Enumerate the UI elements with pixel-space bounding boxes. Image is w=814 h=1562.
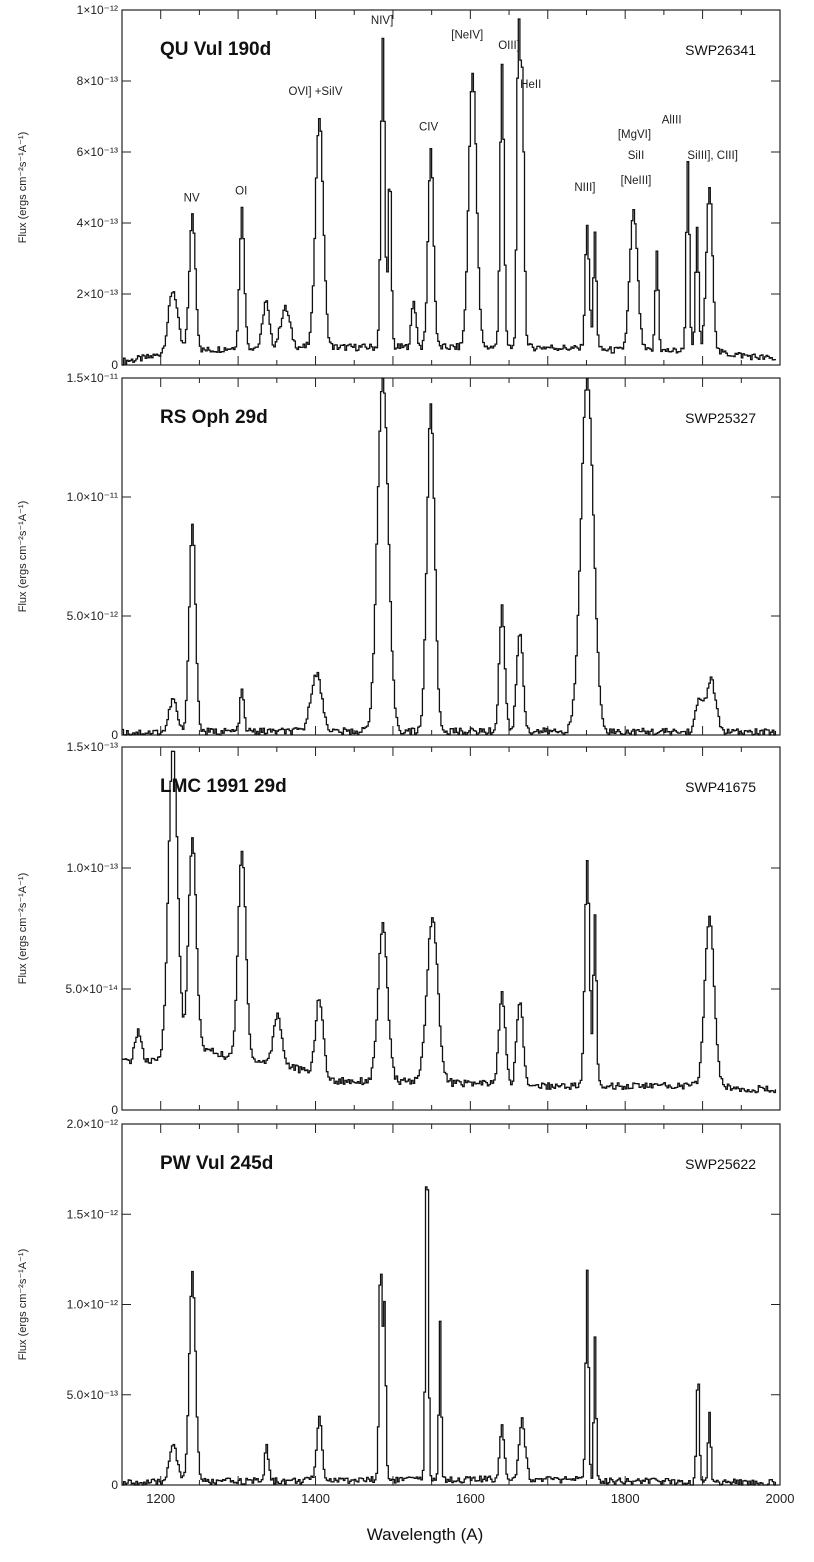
spectrum-id-label: SWP25622 <box>685 1156 756 1172</box>
spectrum-id-label: SWP41675 <box>685 779 756 795</box>
panel-2: 0 5.0×10⁻¹² 1.0×10⁻¹¹ 1.5×10⁻¹¹ Flux (ergs c… <box>17 371 781 742</box>
line-annotation: [MgVI] <box>618 129 651 141</box>
spectrum-id-label: SWP25327 <box>685 410 756 426</box>
line-annotation: HeII <box>520 79 541 91</box>
y-axis-label: Flux (ergs cm⁻²s⁻¹A⁻¹) <box>17 132 29 244</box>
y-tick-label: 1.5×10⁻¹¹ <box>67 371 118 385</box>
y-tick-label: 5.0×10⁻¹⁴ <box>65 982 118 996</box>
y-tick-label: 1.5×10⁻¹³ <box>67 740 118 754</box>
panel-title: QU Vul 190d <box>160 39 271 60</box>
x-tick-label: 2000 <box>766 1491 795 1506</box>
panel-frame <box>121 746 781 1111</box>
spectrum-line <box>122 1186 777 1486</box>
x-tick-label: 1200 <box>146 1491 175 1506</box>
y-tick-label: 2.0×10⁻¹² <box>67 1117 118 1131</box>
line-annotation: NIV] <box>371 15 393 27</box>
line-annotation: CIV <box>419 122 439 134</box>
line-annotation: OIII] <box>498 40 520 52</box>
panel-title: PW Vul 245d <box>160 1153 273 1174</box>
panel-frame <box>121 1123 781 1486</box>
y-axis-label: Flux (ergs cm⁻²s⁻¹A⁻¹) <box>17 873 29 985</box>
panel-frame <box>121 9 781 366</box>
panels-group: 0 2×10⁻¹³ 4×10⁻¹³ 6×10⁻¹³ 8×10⁻¹³ 1×10⁻¹² Flux… <box>17 3 781 1492</box>
y-tick-label: 0 <box>111 728 118 742</box>
x-tick-label: 1400 <box>301 1491 330 1506</box>
x-tick-labels: 1200 1400 1600 1800 2000 <box>146 1491 794 1506</box>
panel-title: RS Oph 29d <box>160 407 268 428</box>
line-annotation: NIII] <box>574 182 595 194</box>
line-annotation: OI <box>235 186 247 198</box>
line-annotation: [NeIII] <box>621 175 652 187</box>
panel-1: 0 2×10⁻¹³ 4×10⁻¹³ 6×10⁻¹³ 8×10⁻¹³ 1×10⁻¹² Flux… <box>17 3 781 372</box>
y-axis-label: Flux (ergs cm⁻²s⁻¹A⁻¹) <box>17 501 29 613</box>
panel-frame <box>121 377 781 736</box>
panel-title: LMC 1991 29d <box>160 776 287 797</box>
x-axis-label: Wavelength (A) <box>367 1525 484 1544</box>
spectrum-line <box>122 377 777 736</box>
x-tick-label: 1600 <box>456 1491 485 1506</box>
spectrum-line <box>122 18 777 366</box>
line-annotation: SiIII], CIII] <box>687 150 737 162</box>
line-annotation: [NeIV] <box>451 29 483 41</box>
y-tick-label: 1×10⁻¹² <box>77 3 118 17</box>
y-tick-label: 0 <box>111 358 118 372</box>
y-tick-label: 4×10⁻¹³ <box>77 216 118 230</box>
y-tick-label: 8×10⁻¹³ <box>77 74 118 88</box>
y-tick-label: 0 <box>111 1103 118 1117</box>
panel-4: 0 5.0×10⁻¹³ 1.0×10⁻¹² 1.5×10⁻¹² 2.0×10⁻¹² Flu… <box>17 1117 781 1492</box>
y-tick-label: 5.0×10⁻¹³ <box>67 1388 118 1402</box>
x-tick-label: 1800 <box>611 1491 640 1506</box>
y-tick-label: 2×10⁻¹³ <box>77 287 118 301</box>
y-tick-label: 6×10⁻¹³ <box>77 145 118 159</box>
panel-3: 0 5.0×10⁻¹⁴ 1.0×10⁻¹³ 1.5×10⁻¹³ Flux (ergs c… <box>17 740 781 1117</box>
line-annotation: SiII <box>628 150 645 162</box>
line-annotation: AlIII <box>662 115 682 127</box>
line-annotation: OVI] +SiIV <box>289 86 343 98</box>
spectrum-line <box>122 750 777 1094</box>
y-tick-label: 1.0×10⁻¹³ <box>67 861 118 875</box>
y-tick-label: 1.0×10⁻¹¹ <box>67 490 118 504</box>
y-tick-label: 5.0×10⁻¹² <box>67 609 118 623</box>
y-tick-label: 1.5×10⁻¹² <box>67 1207 118 1221</box>
y-axis-label: Flux (ergs cm⁻²s⁻¹A⁻¹) <box>17 1249 29 1361</box>
line-annotation: NV <box>184 193 200 205</box>
y-tick-label: 1.0×10⁻¹² <box>67 1298 118 1312</box>
y-tick-label: 0 <box>111 1478 118 1492</box>
spectrum-id-label: SWP26341 <box>685 42 756 58</box>
